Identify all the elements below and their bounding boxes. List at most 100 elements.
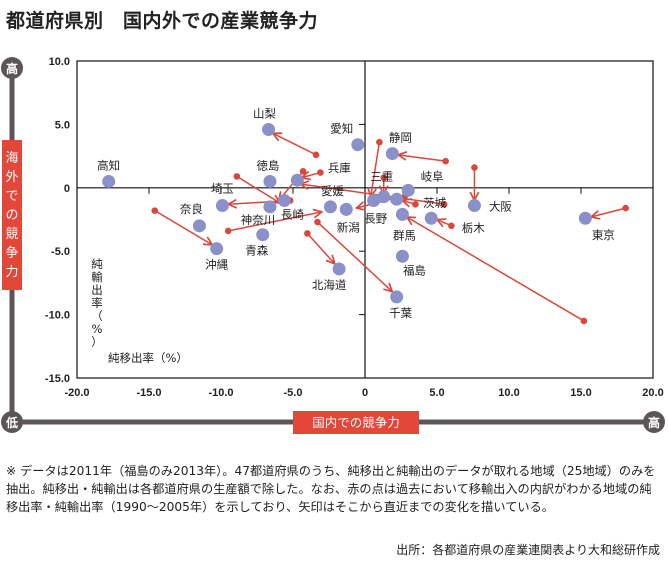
arrow-line — [306, 232, 334, 263]
data-point — [395, 249, 409, 263]
point-label: 静岡 — [389, 131, 412, 145]
y-title-char: の — [5, 208, 18, 223]
y-title-char: 外 — [5, 170, 18, 185]
data-point — [367, 193, 381, 207]
point-label: 愛知 — [330, 122, 353, 136]
chart-title: 都道府県別 国内外での産業競争力 — [6, 10, 319, 32]
y-label-char: 出 — [91, 283, 103, 297]
point-label: 大阪 — [489, 200, 512, 214]
x-tick-label: -15.0 — [136, 387, 161, 399]
data-point — [263, 200, 277, 214]
x-tick-label: 15.0 — [570, 387, 591, 399]
y-tick-label: -5.0 — [51, 246, 70, 258]
y-title-box — [2, 140, 22, 290]
x-tick-label: 10.0 — [498, 387, 519, 399]
point-label: 岐阜 — [421, 169, 444, 183]
y-label-char: 輸 — [91, 270, 103, 284]
point-label: 群馬 — [393, 228, 416, 242]
arrow-line — [154, 209, 213, 245]
past-point — [224, 227, 232, 235]
y-tick-label: 5.0 — [55, 119, 70, 131]
data-point — [215, 199, 229, 213]
data-point — [290, 173, 304, 187]
data-point — [385, 147, 399, 161]
x-high-label: 高 — [648, 415, 660, 430]
point-label: 青森 — [245, 244, 268, 258]
point-label: 高知 — [97, 158, 120, 172]
arrow-line — [371, 142, 381, 197]
past-point — [233, 173, 241, 180]
data-point — [332, 262, 346, 276]
change-arrow — [304, 230, 335, 264]
data-point — [263, 174, 277, 188]
y-low-label: 低 — [5, 415, 18, 430]
past-point — [317, 169, 324, 176]
past-point — [412, 200, 419, 208]
past-point — [622, 204, 629, 212]
arrow-line — [273, 133, 317, 156]
past-point — [314, 218, 321, 226]
arrow-line — [591, 207, 626, 217]
data-point — [277, 193, 291, 207]
data-point — [395, 207, 409, 221]
data-point — [401, 183, 415, 197]
point-label: 栃木 — [462, 221, 485, 235]
point-label: 新潟 — [337, 220, 360, 234]
y-high-badge: 高 — [1, 57, 23, 79]
x-tick-label: -20.0 — [64, 387, 89, 399]
past-point — [380, 174, 388, 181]
x-tick-label: -10.0 — [208, 387, 233, 399]
past-point — [580, 317, 588, 325]
change-arrow — [402, 200, 419, 208]
y-label-char: 純 — [91, 257, 103, 271]
past-point — [304, 230, 311, 237]
point-label: 三重 — [370, 170, 393, 184]
arrow-line — [300, 184, 445, 206]
arrow-line — [407, 217, 585, 322]
change-arrow — [314, 218, 392, 292]
change-arrow — [591, 204, 629, 217]
y-axis-label: 純輸出率（%） — [91, 257, 103, 349]
arrow-line — [316, 221, 392, 292]
data-point — [578, 211, 592, 225]
past-point — [299, 168, 307, 175]
change-arrow — [224, 212, 322, 235]
arrow-line — [228, 212, 322, 232]
point-label: 徳島 — [256, 158, 279, 172]
change-arrow — [398, 155, 449, 165]
data-point — [192, 219, 206, 233]
y-tick-label: -15.0 — [45, 373, 70, 385]
source-note: 出所：各都道府県の産業連関表より大和総研作成 — [396, 543, 660, 557]
x-axis-title: 国内での競争力 — [312, 415, 400, 430]
change-arrow — [151, 207, 212, 245]
point-label: 長崎 — [281, 207, 304, 221]
change-arrow — [437, 220, 455, 230]
y-low-badge: 低 — [1, 411, 23, 433]
y-title-char: 力 — [5, 265, 18, 280]
change-arrow — [233, 173, 281, 203]
change-arrow — [273, 133, 320, 159]
y-tick-label: 0 — [64, 183, 70, 195]
point-label: 神奈川 — [241, 213, 276, 227]
y-label-char: ） — [91, 335, 103, 349]
past-point — [471, 164, 478, 171]
data-point — [262, 122, 276, 136]
x-high-badge: 高 — [643, 411, 665, 433]
past-point — [440, 200, 448, 208]
change-arrow — [471, 164, 478, 200]
y-tick-label: -10.0 — [45, 310, 70, 322]
x-tick-label: 5.0 — [429, 387, 444, 399]
data-point — [339, 202, 353, 216]
change-arrow — [300, 184, 448, 208]
x-tick-label: 20.0 — [642, 387, 663, 399]
y-title-char: 競 — [5, 227, 18, 242]
y-title-char: で — [5, 189, 18, 204]
y-high-label: 高 — [6, 61, 18, 76]
arrow-line — [236, 175, 280, 203]
point-label: 長野 — [364, 211, 387, 225]
x-tick-label: 0 — [362, 387, 368, 399]
y-label-char: （ — [91, 309, 103, 323]
data-point — [467, 199, 481, 213]
